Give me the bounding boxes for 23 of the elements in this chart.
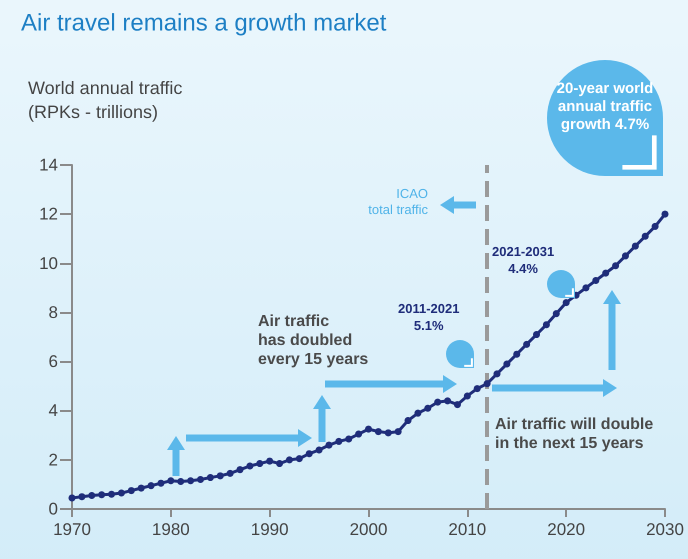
y-tick-label: 4 [48, 401, 58, 420]
x-tick-label: 2010 [448, 520, 486, 539]
annotation: 2021-2031 4.4% [492, 243, 554, 277]
x-tick-label: 2000 [350, 520, 388, 539]
y-tick-label: 12 [39, 204, 58, 224]
x-tick-label: 1980 [152, 520, 190, 539]
annotation: 2011-2021 5.1% [398, 300, 460, 334]
y-tick-label: 8 [48, 302, 58, 322]
y-tick-label: 10 [39, 254, 58, 273]
annotation: Air traffic has doubled every 15 years [258, 312, 368, 369]
y-tick-label: 14 [39, 156, 58, 174]
y-axis-title: World annual traffic (RPKs - trillions) [28, 77, 182, 124]
annotation: Air traffic will double in the next 15 years [495, 415, 654, 453]
annotation: ICAO total traffic [367, 186, 428, 218]
x-tick-label: 2030 [646, 520, 684, 539]
chart-title: Air travel remains a growth market [21, 10, 387, 36]
y-tick-label: 0 [48, 500, 58, 518]
y-tick-label: 6 [48, 352, 58, 372]
x-tick-label: 1990 [250, 520, 289, 539]
x-tick-label: 1970 [53, 520, 91, 539]
text: 20-year world annual traffic growth 4.7% [556, 80, 654, 134]
y-tick-label: 2 [48, 450, 58, 470]
x-tick-label: 2020 [547, 520, 586, 539]
